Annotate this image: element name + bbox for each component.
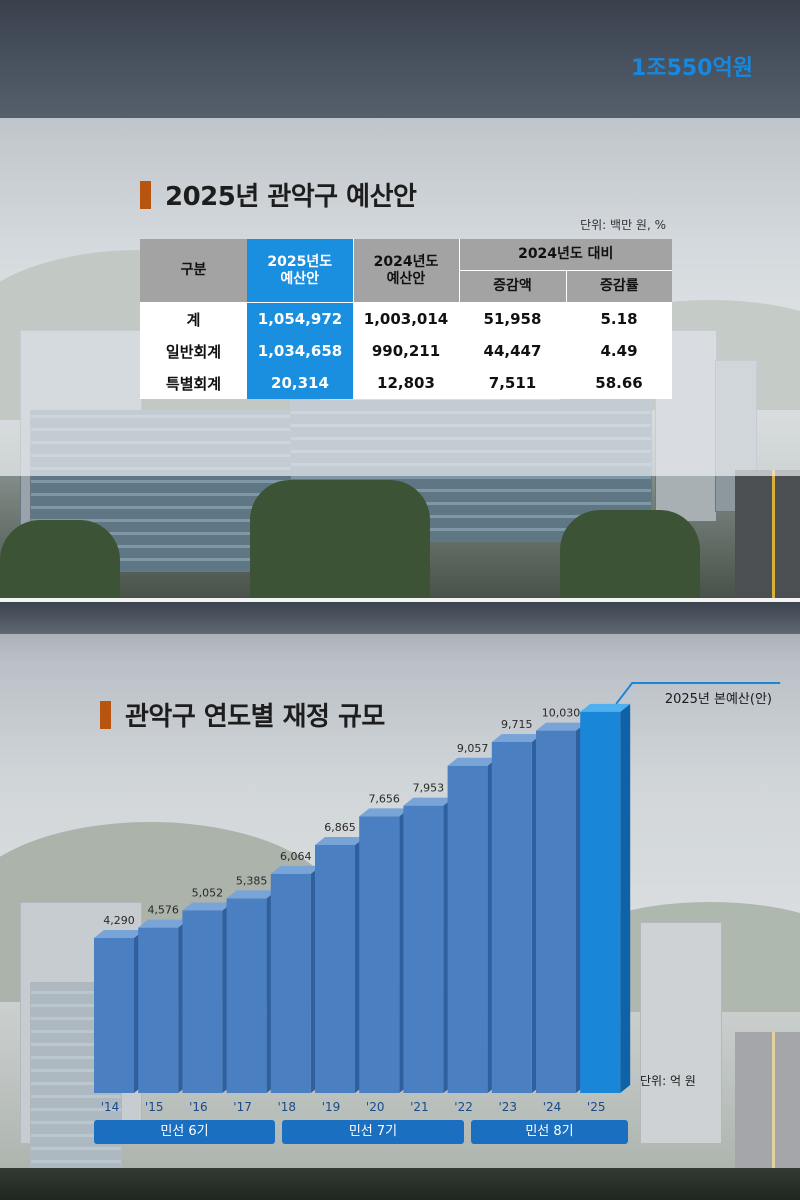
bar-side-11: [620, 703, 631, 1093]
bar-3: [226, 898, 267, 1093]
bar-5: [315, 844, 355, 1093]
bar-top-5: [315, 836, 365, 845]
row-label: 일반회계: [140, 335, 247, 367]
table-row: 계 1,054,972 1,003,014 51,958 5.18: [140, 302, 673, 335]
data-label-9: 9,715: [501, 718, 533, 731]
panel1-title: 2025년 관악구 예산안: [140, 176, 417, 213]
panel1-title-text: 2025년 관악구 예산안: [165, 182, 417, 212]
row-label: 계: [140, 302, 247, 335]
cell-2024: 1,003,014: [353, 302, 459, 335]
header-rate: 증감률: [565, 270, 673, 303]
bar-top-9: [491, 733, 542, 742]
cell-rate: 58.66: [566, 367, 673, 399]
x-tick-6: '20: [366, 1100, 385, 1114]
bottom-photo-band: [0, 1168, 800, 1200]
title-accent-bar: [140, 180, 151, 209]
data-label-6: 7,656: [368, 792, 400, 805]
cell-diff: 51,958: [459, 302, 566, 335]
data-label-3: 5,385: [236, 874, 268, 887]
data-label-10: 10,030: [542, 707, 581, 720]
x-tick-4: '18: [278, 1100, 297, 1114]
x-tick-2: '16: [189, 1100, 208, 1114]
term-box-8: 민선 8기: [471, 1120, 628, 1144]
x-tick-11: '25: [587, 1100, 606, 1114]
panel2-title-text: 관악구 연도별 재정 규모: [125, 702, 385, 732]
cell-rate: 4.49: [566, 335, 673, 367]
data-label-0: 4,290: [103, 914, 135, 927]
x-tick-8: '22: [454, 1100, 473, 1114]
budget-table: 구분 2025년도 예산안 2024년도 예산안 2024년도 대비 증감액 증…: [140, 239, 673, 399]
cell-diff: 44,447: [459, 335, 566, 367]
bar-top-3: [226, 890, 277, 899]
cell-rate: 5.18: [566, 302, 673, 335]
data-label-1: 4,576: [147, 904, 179, 917]
unit-label: 단위: 백만 원, %: [580, 218, 666, 232]
data-label-7: 7,953: [413, 782, 445, 795]
x-tick-1: '15: [145, 1100, 164, 1114]
bar-1: [138, 927, 179, 1093]
cell-2025: 1,054,972: [247, 302, 353, 335]
data-label-4: 6,064: [280, 850, 312, 863]
highlight-callout: 1조550억원: [631, 56, 753, 81]
bar-top-11: [580, 703, 631, 712]
header-2024: 2024년도 예산안: [352, 239, 459, 303]
x-tick-3: '17: [233, 1100, 252, 1114]
bar-top-8: [447, 757, 498, 766]
bar-9: [491, 741, 532, 1093]
chart-unit-label: 단위: 억 원: [640, 1074, 696, 1088]
row-label: 특별회계: [140, 367, 247, 399]
term-box-6: 민선 6기: [94, 1120, 275, 1144]
bar-11: [580, 711, 621, 1093]
data-label-2: 5,052: [192, 886, 224, 899]
bar-top-7: [403, 797, 454, 806]
data-label-5: 6,865: [324, 821, 356, 834]
panel2-title: 관악구 연도별 재정 규모: [100, 696, 385, 733]
x-tick-9: '23: [499, 1100, 518, 1114]
term-box-7: 민선 7기: [282, 1120, 464, 1144]
table-row: 특별회계 20,314 12,803 7,511 58.66: [140, 367, 673, 399]
header-compare: 2024년도 대비: [458, 239, 673, 271]
cell-2024: 990,211: [353, 335, 459, 367]
budget-panel: 2025년 관악구 예산안 단위: 백만 원, % 구분 2025년도 예산안 …: [0, 0, 800, 598]
bar-top-4: [270, 865, 321, 874]
bar-4: [270, 873, 311, 1093]
callout-leader-line: [615, 682, 781, 705]
x-tick-7: '21: [410, 1100, 429, 1114]
bar-2: [182, 910, 223, 1093]
table-row: 일반회계 1,034,658 990,211 44,447 4.49: [140, 335, 673, 367]
highlight-callout-sub: 2025년 본예산(안): [664, 692, 772, 707]
bar-0: [94, 938, 134, 1093]
x-tick-0: '14: [101, 1100, 120, 1114]
bar-top-1: [138, 919, 189, 928]
data-label-8: 9,057: [457, 742, 489, 755]
bar-top-10: [536, 722, 586, 731]
header-2025: 2025년도 예산안: [247, 239, 353, 303]
title-accent-bar: [100, 700, 111, 729]
header-diff: 증감액: [458, 270, 566, 303]
cell-2025: 20,314: [247, 367, 353, 399]
bar-top-6: [359, 808, 410, 817]
header-category: 구분: [140, 239, 247, 303]
bar-10: [536, 730, 576, 1093]
bar-7: [403, 805, 444, 1093]
bar-top-2: [182, 902, 233, 911]
x-tick-5: '19: [322, 1100, 341, 1114]
x-tick-10: '24: [543, 1100, 562, 1114]
panel-divider: [0, 598, 800, 602]
cell-2025: 1,034,658: [247, 335, 353, 367]
bar-6: [359, 816, 400, 1093]
cell-diff: 7,511: [459, 367, 566, 399]
cell-2024: 12,803: [353, 367, 459, 399]
bar-8: [447, 765, 488, 1093]
bar-top-0: [94, 930, 144, 938]
